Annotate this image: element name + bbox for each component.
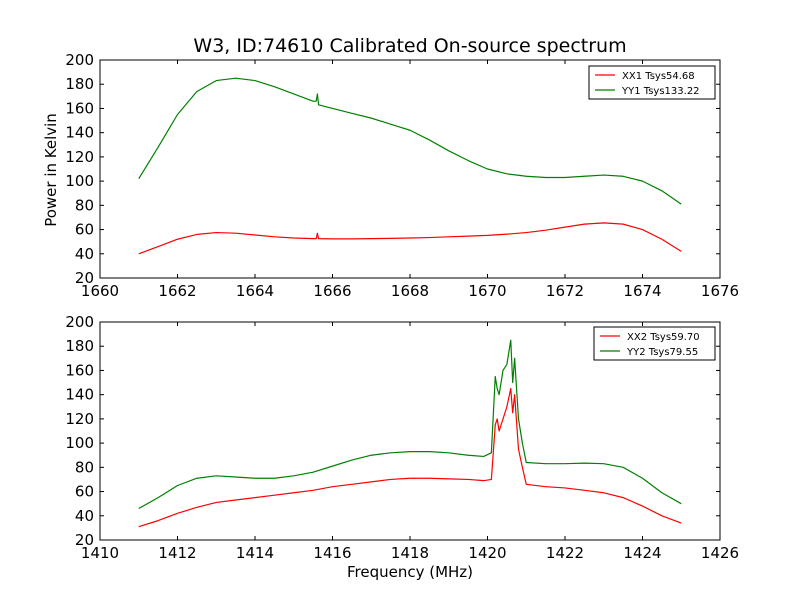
top-panel: 1660 1662 1664 1666 1668 1670 1672 1674 1676 20 40… [65,51,739,300]
legend: XX1 Tsys54.68 YY1 Tsys133.22 [588,65,716,100]
y-tick-label: 160 [65,99,94,117]
x-tick-label: 1674 [623,282,661,300]
legend-label: XX1 Tsys54.68 [622,71,695,82]
legend: XX2 Tsys59.70 YY2 Tsys79.55 [593,326,716,361]
chart-title: W3, ID:74610 Calibrated On-source spectr… [193,35,626,57]
x-tick-label: 1412 [158,544,196,562]
legend-label: YY1 Tsys133.22 [621,86,700,97]
y-tick-label: 40 [75,245,94,263]
y-tick-label: 120 [65,148,94,166]
series-line-1 [138,388,682,528]
legend-label: XX2 Tsys59.70 [627,332,700,343]
x-tick-label: 1410 [81,544,119,562]
y-tick-label: 100 [65,434,94,452]
x-tick-label: 1414 [236,544,274,562]
x-tick-label: 1422 [546,544,584,562]
x-tick-label: 1420 [468,544,506,562]
y-tick-label: 140 [65,386,94,404]
x-tick-label: 1664 [236,282,274,300]
x-tick-label: 1676 [701,282,739,300]
y-tick-label: 80 [75,458,94,476]
y-tick-label: 160 [65,361,94,379]
legend-box [588,65,716,100]
y-tick-label: 20 [75,269,94,287]
series-line-2 [138,77,682,205]
legend-label: YY2 Tsys79.55 [626,347,698,358]
y-tick-label: 180 [65,75,94,93]
y-tick-label: 60 [75,221,94,239]
y-tick-label: 60 [75,483,94,501]
y-tick-label: 120 [65,410,94,428]
y-tick-label: 40 [75,507,94,525]
x-tick-label: 1670 [468,282,506,300]
series-line-2 [138,339,682,510]
series-line-1 [138,222,682,255]
x-tick-label: 1668 [391,282,429,300]
y-axis-label: Power in Kelvin [42,113,60,227]
x-tick-label: 1416 [313,544,351,562]
x-tick-label: 1672 [546,282,584,300]
x-tick-label: 1418 [391,544,429,562]
legend-box [593,326,716,361]
y-tick-label: 180 [65,337,94,355]
y-tick-label: 200 [65,51,94,69]
x-axis-label: Frequency (MHz) [347,563,473,581]
x-tick-label: 1662 [158,282,196,300]
x-tick-label: 1666 [313,282,351,300]
y-tick-label: 100 [65,172,94,190]
y-tick-label: 200 [65,313,94,331]
bottom-panel: 1410 1412 1414 1416 1418 1420 1422 1424 1426 20 40… [65,313,739,562]
x-tick-label: 1424 [623,544,661,562]
x-tick-label: 1660 [81,282,119,300]
y-tick-label: 20 [75,531,94,549]
x-tick-label: 1426 [701,544,739,562]
y-tick-label: 80 [75,196,94,214]
y-tick-label: 140 [65,124,94,142]
